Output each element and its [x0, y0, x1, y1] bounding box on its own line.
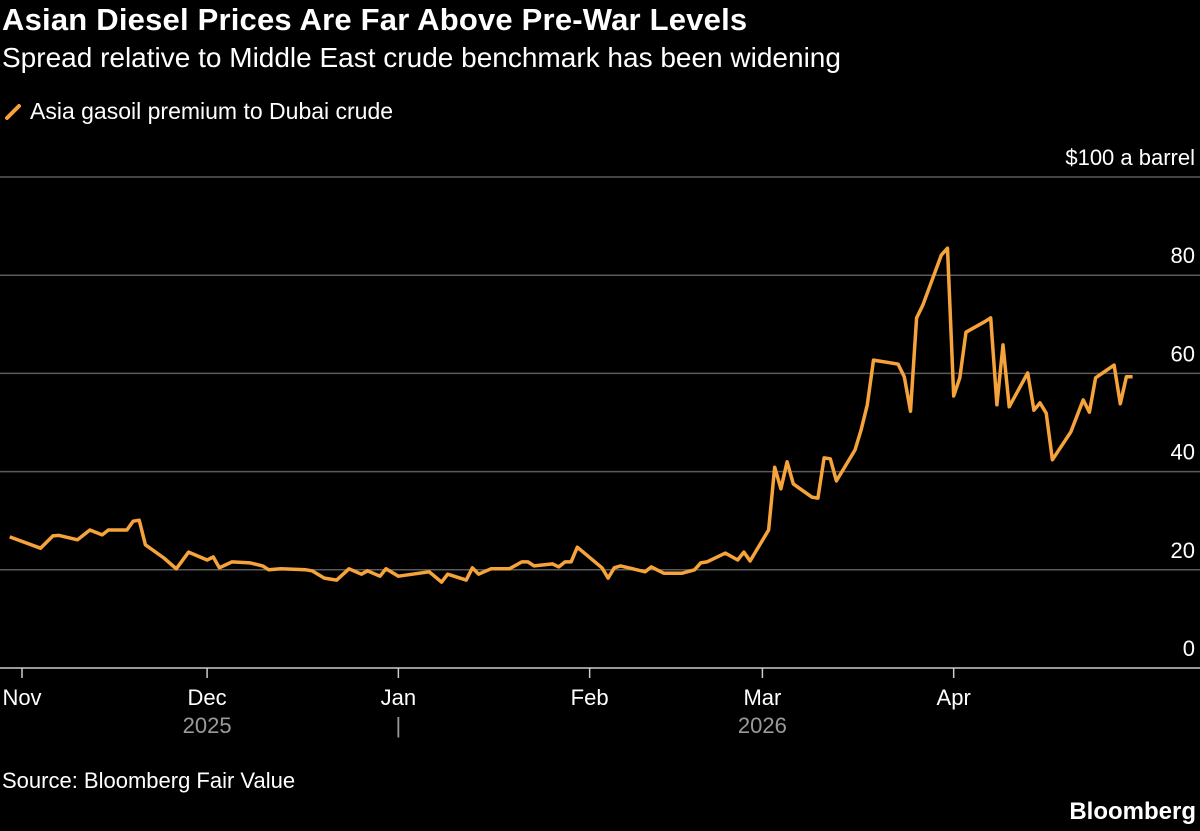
legend-label: Asia gasoil premium to Dubai crude — [30, 98, 394, 124]
x-tick-label: Dec — [188, 685, 227, 710]
year-label: 2025 — [183, 713, 232, 738]
x-tick-label: Mar — [743, 685, 781, 710]
y-tick-label: 0 — [1183, 636, 1195, 661]
series-line — [9, 246, 1133, 584]
y-tick-label: $100 a barrel — [1065, 145, 1195, 170]
year-label: 2026 — [738, 713, 787, 738]
x-tick-label: Nov — [2, 685, 41, 710]
legend-line-icon — [5, 103, 21, 120]
y-tick-label: 60 — [1171, 341, 1195, 366]
chart-title: Asian Diesel Prices Are Far Above Pre-Wa… — [2, 2, 748, 37]
y-tick-label: 80 — [1171, 243, 1195, 268]
chart-subtitle: Spread relative to Middle East crude ben… — [2, 42, 841, 73]
y-tick-label: 40 — [1171, 440, 1195, 465]
year-label: | — [396, 713, 402, 738]
source-note: Source: Bloomberg Fair Value — [2, 768, 296, 793]
x-tick-label: Apr — [937, 685, 971, 710]
x-tick-label: Jan — [381, 685, 416, 710]
bloomberg-logo: Bloomberg — [1069, 798, 1196, 825]
legend: Asia gasoil premium to Dubai crude — [4, 98, 393, 125]
y-tick-label: 20 — [1171, 538, 1195, 563]
x-tick-label: Feb — [571, 685, 609, 710]
